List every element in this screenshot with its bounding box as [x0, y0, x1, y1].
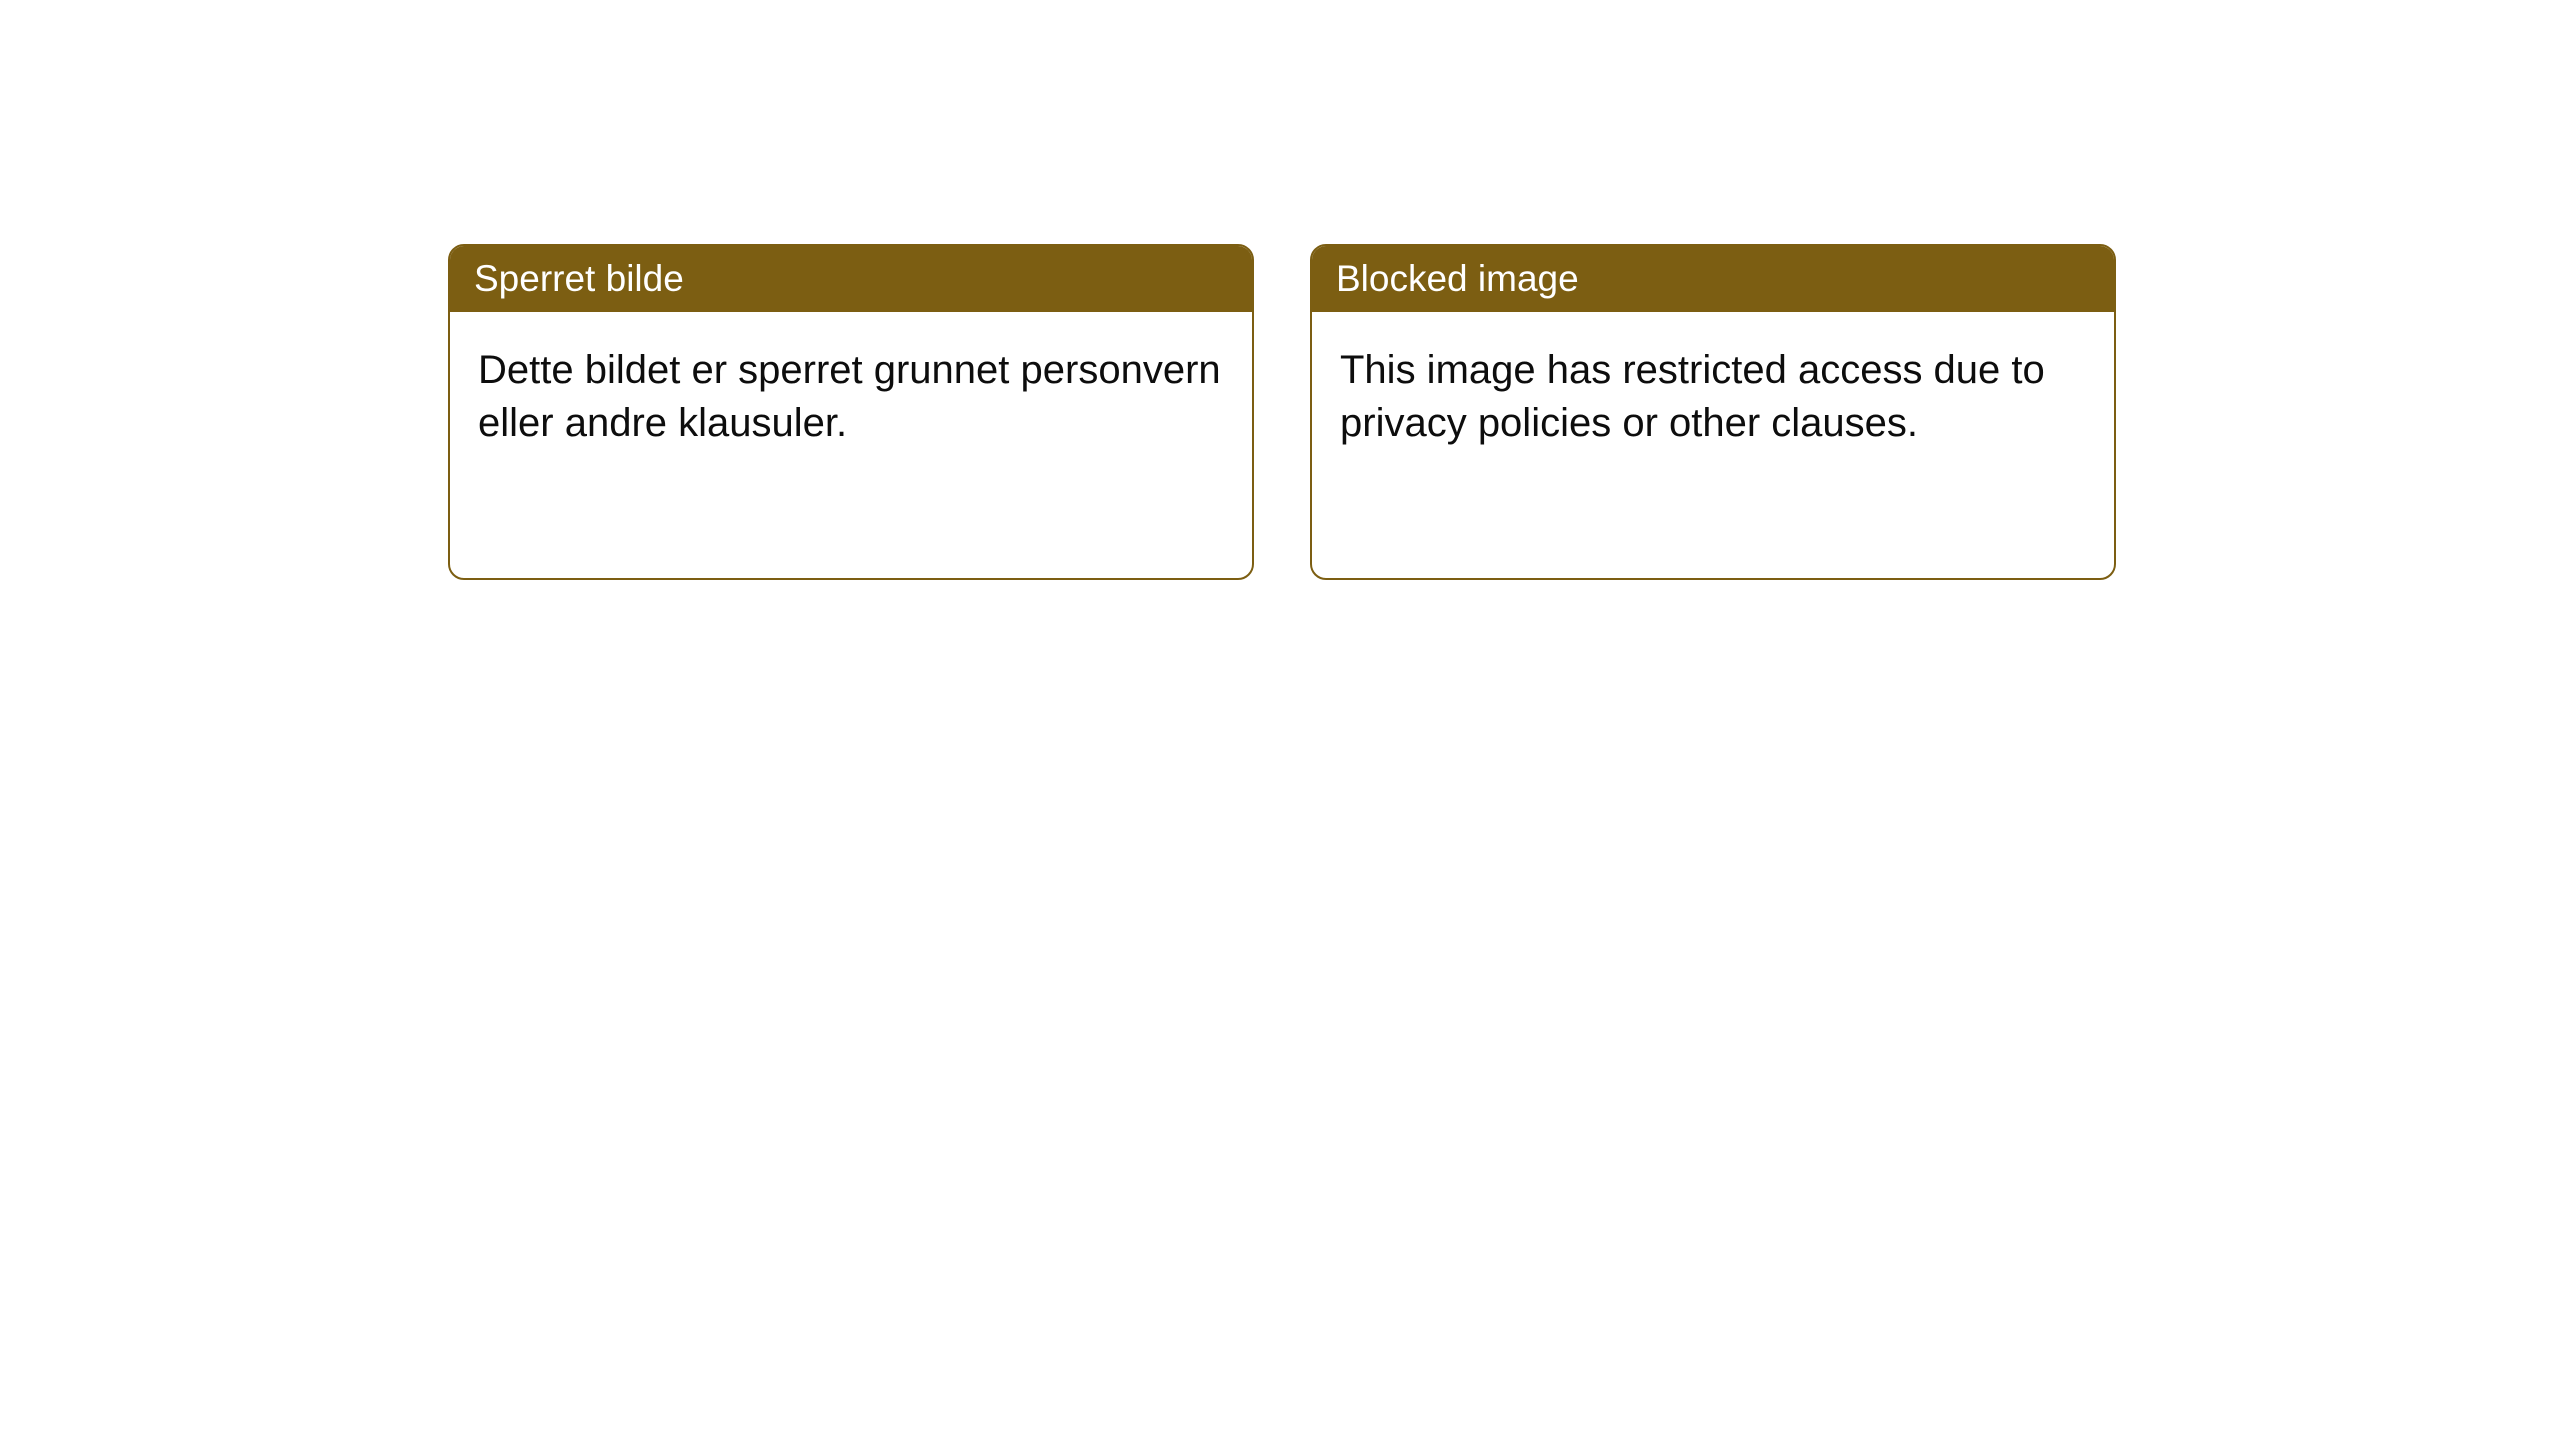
card-title: Sperret bilde: [474, 258, 684, 299]
notice-container: Sperret bilde Dette bildet er sperret gr…: [448, 244, 2116, 580]
notice-card-english: Blocked image This image has restricted …: [1310, 244, 2116, 580]
card-title: Blocked image: [1336, 258, 1579, 299]
card-header: Sperret bilde: [450, 246, 1252, 312]
card-body: This image has restricted access due to …: [1312, 312, 2114, 482]
notice-card-norwegian: Sperret bilde Dette bildet er sperret gr…: [448, 244, 1254, 580]
card-body-text: Dette bildet er sperret grunnet personve…: [478, 348, 1221, 445]
card-body: Dette bildet er sperret grunnet personve…: [450, 312, 1252, 482]
card-body-text: This image has restricted access due to …: [1340, 348, 2045, 445]
card-header: Blocked image: [1312, 246, 2114, 312]
